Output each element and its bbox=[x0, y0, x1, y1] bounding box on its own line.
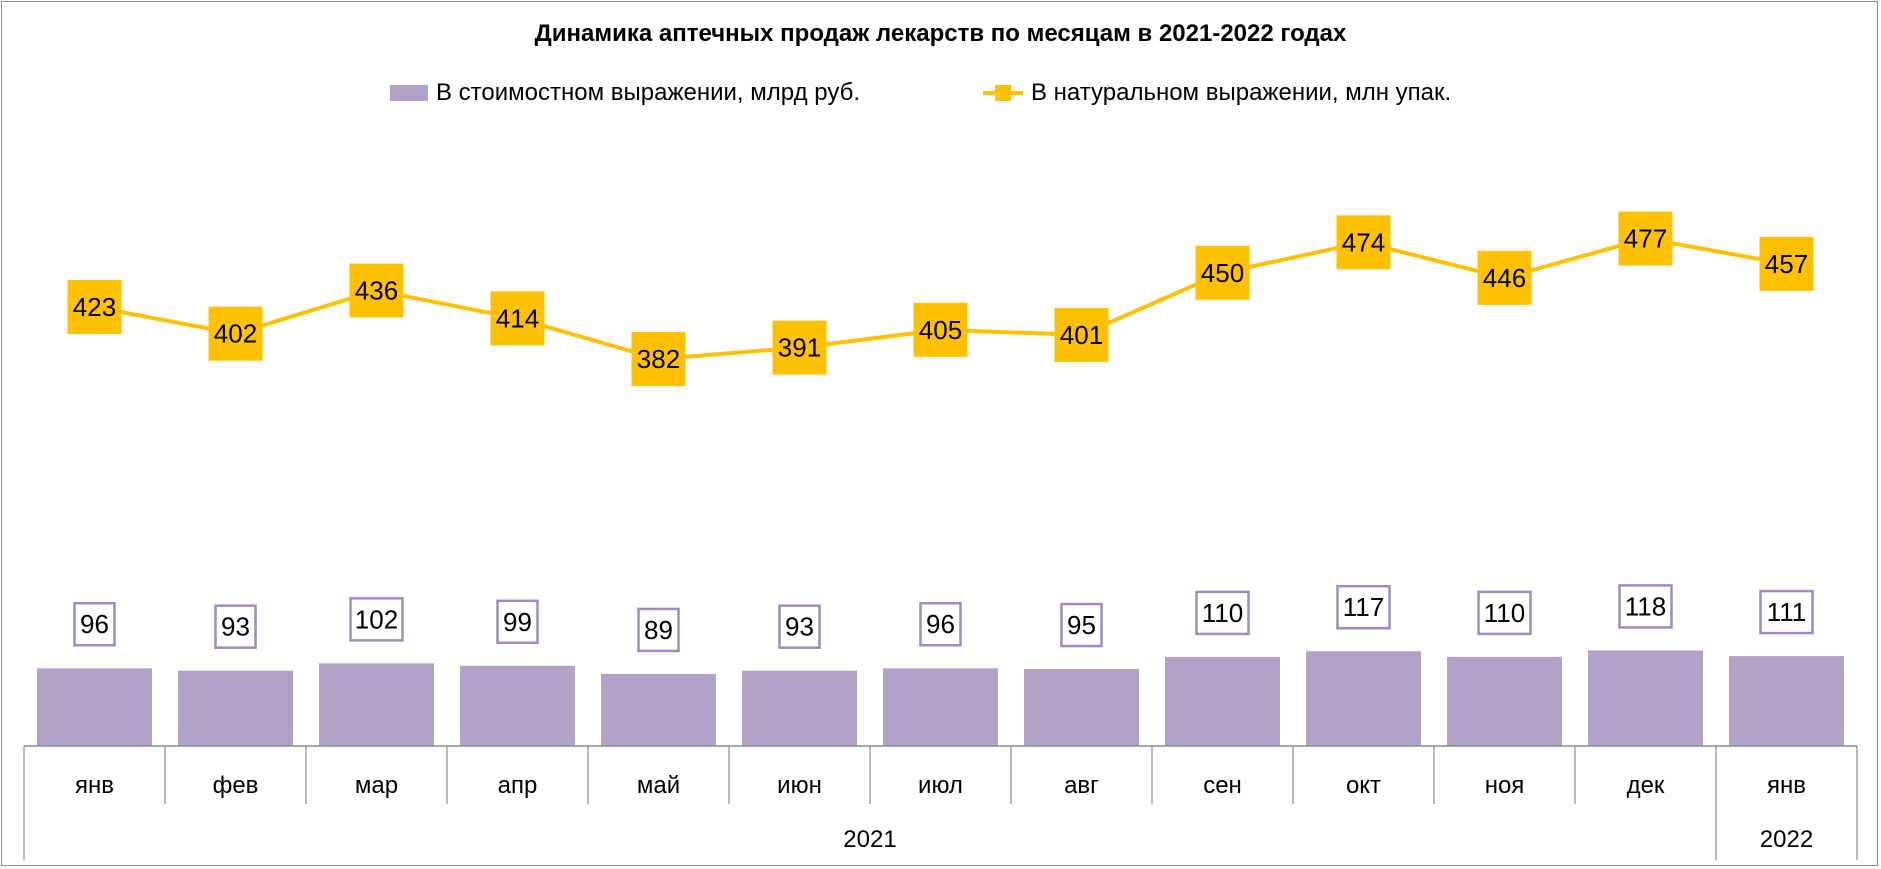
legend-label-bars: В стоимостном выражении, млрд руб. bbox=[436, 79, 860, 106]
legend-bar-swatch bbox=[390, 85, 428, 101]
bar bbox=[1024, 669, 1139, 746]
line-marker bbox=[490, 291, 545, 346]
bar-data-label-box bbox=[1336, 584, 1391, 630]
line-marker bbox=[1054, 307, 1109, 362]
bar-data-label-box bbox=[496, 599, 539, 645]
x-tick-label: май bbox=[637, 772, 680, 799]
x-tick-label: сен bbox=[1203, 772, 1242, 799]
line-marker bbox=[208, 306, 263, 361]
line-marker bbox=[913, 302, 968, 357]
bar-data-label: 96 bbox=[926, 609, 955, 639]
x-tick-label: янв bbox=[75, 772, 114, 799]
bar bbox=[1729, 656, 1844, 746]
x-tick-label: янв bbox=[1767, 772, 1806, 799]
legend-item-bars: В стоимостном выражении, млрд руб. bbox=[390, 78, 860, 108]
legend-label-line: В натуральном выражении, млн упак. bbox=[1031, 79, 1452, 106]
bar bbox=[178, 670, 293, 746]
x-tick-label: мар bbox=[355, 772, 398, 799]
line-marker bbox=[1618, 211, 1673, 266]
bar-data-label: 118 bbox=[1625, 591, 1666, 621]
bar-data-label-box bbox=[919, 601, 962, 647]
bar-data-label: 89 bbox=[644, 615, 673, 645]
bar-data-label-box bbox=[1759, 589, 1814, 635]
chart-title: Динамика аптечных продаж лекарств по мес… bbox=[534, 20, 1347, 47]
line-data-label: 446 bbox=[1483, 263, 1526, 293]
line-marker bbox=[772, 320, 827, 375]
bar bbox=[742, 670, 857, 746]
bar-data-label: 93 bbox=[221, 612, 250, 642]
bar-data-label-box bbox=[1477, 590, 1532, 636]
bar-data-label: 110 bbox=[1202, 598, 1243, 628]
bar bbox=[319, 663, 434, 746]
x-tick-label: июл bbox=[918, 772, 963, 799]
bar-data-label: 99 bbox=[503, 607, 532, 637]
legend: В стоимостном выражении, млрд руб. В нат… bbox=[0, 78, 1881, 108]
line-marker bbox=[1195, 245, 1250, 300]
bar bbox=[37, 668, 152, 746]
x-tick-label: дек bbox=[1627, 772, 1665, 799]
line-data-label: 457 bbox=[1765, 249, 1808, 279]
line-data-label: 450 bbox=[1201, 258, 1244, 288]
legend-item-line: В натуральном выражении, млн упак. bbox=[983, 78, 1451, 108]
bar-data-label: 95 bbox=[1067, 610, 1096, 640]
bar-data-label: 117 bbox=[1343, 592, 1384, 622]
line-data-label: 423 bbox=[73, 292, 116, 322]
line-marker bbox=[1477, 250, 1532, 305]
x-tick-label: авг bbox=[1064, 772, 1099, 799]
bar bbox=[883, 668, 998, 746]
bar-data-label-box bbox=[1060, 602, 1103, 648]
year-group-label: 2021 bbox=[843, 826, 896, 853]
line-marker bbox=[349, 263, 404, 318]
line-data-label: 405 bbox=[919, 315, 962, 345]
bar-data-label: 111 bbox=[1767, 597, 1807, 627]
bar bbox=[1306, 651, 1421, 746]
line-marker bbox=[67, 280, 122, 335]
bar-data-label-box bbox=[73, 601, 116, 647]
legend-line-swatch bbox=[983, 85, 1023, 101]
line-data-label: 474 bbox=[1342, 227, 1385, 257]
bar bbox=[460, 665, 575, 746]
bar-data-label-box bbox=[1195, 590, 1250, 636]
x-tick-label: фев bbox=[213, 772, 259, 799]
bar-data-label: 110 bbox=[1484, 598, 1525, 628]
bar-data-label: 93 bbox=[785, 612, 814, 642]
year-group-label: 2022 bbox=[1760, 826, 1813, 853]
line-marker bbox=[1759, 236, 1814, 291]
bar bbox=[1165, 656, 1280, 746]
x-tick-label: окт bbox=[1346, 772, 1381, 799]
line-marker bbox=[1336, 215, 1391, 270]
bar-data-label-box bbox=[1618, 584, 1673, 629]
line-data-label: 414 bbox=[496, 303, 539, 333]
line-data-label: 391 bbox=[778, 333, 821, 363]
bar bbox=[1447, 656, 1562, 746]
bar-data-label-box bbox=[214, 604, 257, 649]
x-tick-label: июн bbox=[777, 772, 822, 799]
bar-data-label-box bbox=[349, 597, 404, 642]
line-data-label: 401 bbox=[1060, 320, 1103, 350]
bar-data-label: 102 bbox=[355, 604, 398, 634]
x-tick-label: апр bbox=[498, 772, 538, 799]
bar bbox=[601, 673, 716, 746]
bar-data-label-box bbox=[637, 607, 680, 653]
bar-data-label: 96 bbox=[80, 609, 109, 639]
bar bbox=[1588, 650, 1703, 746]
line-data-label: 477 bbox=[1624, 224, 1667, 254]
line-marker bbox=[631, 332, 686, 386]
x-tick-label: ноя bbox=[1485, 772, 1525, 799]
bar-data-label-box bbox=[778, 604, 821, 649]
line-data-label: 382 bbox=[637, 344, 680, 374]
line-data-label: 402 bbox=[214, 319, 257, 349]
line-data-label: 436 bbox=[355, 276, 398, 306]
